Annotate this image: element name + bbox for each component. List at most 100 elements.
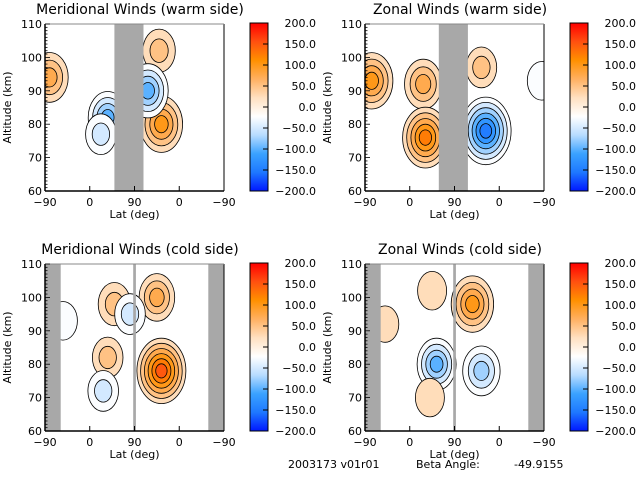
y-tick-label: 80 (28, 358, 42, 371)
y-tick-label: 70 (348, 392, 362, 405)
contour-level (154, 115, 169, 134)
panel-meridional-cold: Meridional Winds (cold side) 60 70 80 90 100… (0, 240, 320, 480)
contour-level (429, 355, 444, 373)
x-tick-label: 0 (496, 436, 503, 449)
chart-svg: 60 70 80 90 100 110 −90 0 90 0 −90 Lat (deg) Altitud… (1, 17, 317, 221)
y-tick-label: 110 (341, 258, 362, 271)
colorbar-tick-label: 0.0 (619, 341, 637, 354)
panel-meridional-warm: Meridional Winds (warm side) 60 70 80 90 100… (0, 0, 320, 240)
contour-level (149, 287, 165, 308)
plot-area (365, 24, 544, 191)
y-tick-label: 80 (348, 118, 362, 131)
contour-level (465, 295, 480, 314)
contour-feature (416, 337, 457, 391)
y-tick-label: 110 (341, 18, 362, 31)
x-tick-label: −90 (33, 436, 56, 449)
colorbar-tick-label: −200.0 (595, 425, 636, 438)
x-tick-label: 0 (86, 436, 93, 449)
chart-title: Meridional Winds (cold side) (41, 242, 239, 258)
colorbar-tick-label: −100.0 (275, 383, 316, 396)
contour-feature (45, 52, 69, 103)
y-tick-label: 100 (341, 51, 362, 64)
colorbar-tick-label: −150.0 (595, 404, 636, 417)
colorbar-tick-label: 0.0 (299, 101, 317, 114)
contour-level (479, 123, 493, 139)
x-tick-label: −90 (353, 436, 376, 449)
y-tick-label: 60 (348, 185, 362, 198)
x-tick-label: 90 (448, 436, 462, 449)
x-tick-label: 0 (406, 196, 413, 209)
y-tick-label: 70 (28, 152, 42, 165)
contour-feature (91, 336, 124, 379)
y-tick-label: 80 (28, 118, 42, 131)
contour-level (415, 74, 432, 95)
contour-level (473, 360, 490, 381)
colorbar-tick-label: −50.0 (282, 122, 316, 135)
x-tick-label: 90 (128, 436, 142, 449)
colorbar-tick-label: 50.0 (292, 80, 317, 93)
y-axis-label: Altitude (km) (1, 71, 14, 143)
colorbar-tick-label: −200.0 (275, 425, 316, 438)
colorbar-tick-label: 150.0 (285, 38, 317, 51)
colorbar-tick-label: 200.0 (605, 257, 637, 270)
colorbar-tick-label: 50.0 (292, 320, 317, 333)
x-axis-label: Lat (deg) (110, 448, 160, 461)
plot-area (365, 264, 544, 431)
colorbar-tick-label: 50.0 (612, 80, 637, 93)
panel-zonal-cold: Zonal Winds (cold side) 60 70 80 90 100 110 −9… (320, 240, 640, 480)
colorbar-tick-label: −50.0 (602, 122, 636, 135)
colorbar-tick-label: −150.0 (595, 164, 636, 177)
x-tick-label: 0 (496, 196, 503, 209)
masked-region (453, 264, 456, 431)
x-axis-label: Lat (deg) (110, 208, 160, 221)
x-tick-label: 90 (128, 196, 142, 209)
contour-level (418, 129, 433, 146)
x-tick-label: −90 (532, 196, 555, 209)
masked-region (114, 24, 144, 191)
colorbar-tick-label: 50.0 (612, 320, 637, 333)
colorbar-tick-label: 200.0 (285, 257, 317, 270)
x-tick-label: −90 (532, 436, 555, 449)
chart-svg: 60 70 80 90 100 110 −90 0 90 0 −90 Lat (deg) Altitud… (321, 17, 637, 221)
colorbar-tick-label: 200.0 (285, 17, 317, 30)
colorbar-tick-label: 150.0 (605, 278, 637, 291)
x-tick-label: −90 (212, 436, 235, 449)
contour-level (149, 38, 169, 63)
colorbar-tick-label: 0.0 (299, 341, 317, 354)
colorbar-tick-label: 100.0 (605, 59, 637, 72)
y-tick-label: 90 (28, 85, 42, 98)
colorbar-tick-label: −50.0 (602, 362, 636, 375)
contour-feature (85, 113, 117, 155)
y-tick-label: 110 (21, 18, 42, 31)
contour-level (417, 271, 447, 311)
colorbar-tick-label: 200.0 (605, 17, 637, 30)
colorbar-tick-label: −150.0 (275, 404, 316, 417)
orbit-id: 2003173 v01r01 (288, 458, 380, 471)
chart-title: Zonal Winds (warm side) (372, 2, 548, 18)
contour-level (365, 71, 379, 90)
contour-feature (114, 293, 146, 335)
y-tick-label: 110 (21, 258, 42, 271)
y-axis-label: Altitude (km) (321, 71, 334, 143)
colorbar-tick-label: −50.0 (282, 362, 316, 375)
y-tick-label: 70 (348, 152, 362, 165)
colorbar-tick-label: 0.0 (619, 101, 637, 114)
contour-level (155, 363, 168, 379)
colorbar-tick-label: −100.0 (595, 143, 636, 156)
y-tick-label: 80 (348, 358, 362, 371)
contour-level (472, 55, 491, 80)
masked-region (438, 24, 468, 191)
contour-feature (365, 52, 394, 110)
contour-feature (462, 345, 501, 397)
masked-region (208, 264, 224, 431)
contour-feature (450, 275, 494, 333)
y-tick-label: 100 (341, 291, 362, 304)
x-tick-label: 0 (406, 436, 413, 449)
contour-feature (142, 28, 176, 73)
x-tick-label: 0 (176, 436, 183, 449)
x-tick-label: 0 (176, 196, 183, 209)
contour-level (120, 302, 140, 326)
colorbar-tick-label: 150.0 (285, 278, 317, 291)
colorbar-tick-label: 100.0 (605, 299, 637, 312)
contour-level (94, 379, 113, 403)
